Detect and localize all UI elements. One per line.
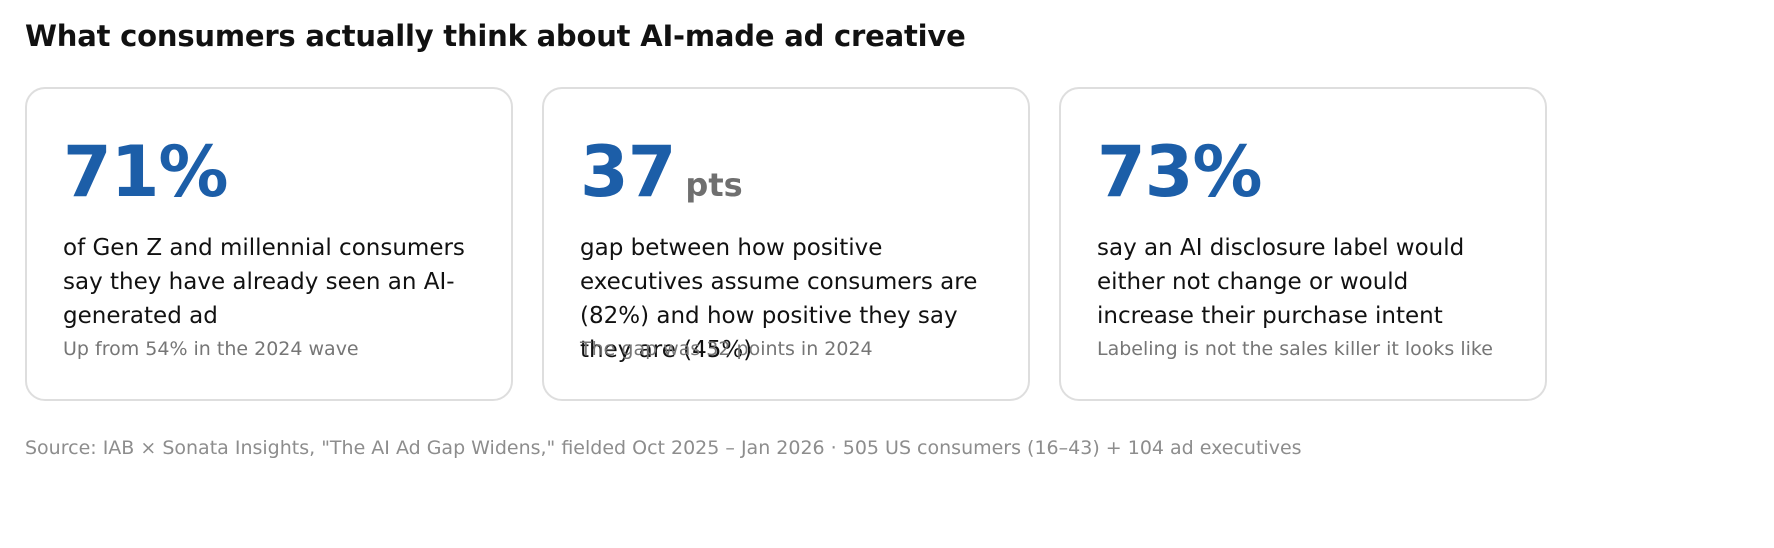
- stat-line: 73%: [1097, 135, 1515, 209]
- stat-note: Up from 54% in the 2024 wave: [63, 338, 359, 360]
- stat-line: 71%: [63, 135, 481, 209]
- stat-line: 37 pts: [580, 135, 998, 209]
- stat-card-list: 71% of Gen Z and millennial consumers sa…: [25, 87, 1547, 401]
- page-title: What consumers actually think about AI-m…: [25, 19, 966, 53]
- stat-note: The gap was 32 points in 2024: [580, 338, 873, 360]
- stat-description: of Gen Z and millennial consumers say th…: [63, 235, 465, 329]
- stat-description: say an AI disclosure label would either …: [1097, 235, 1465, 329]
- stat-card-gen-z-seen-ai-ad: 71% of Gen Z and millennial consumers sa…: [25, 87, 513, 401]
- source-note: Source: IAB × Sonata Insights, "The AI A…: [25, 437, 1302, 459]
- stat-value: 71%: [63, 131, 229, 213]
- stat-value: 37: [580, 131, 676, 213]
- stat-card-ai-disclosure-label: 73% say an AI disclosure label would eit…: [1059, 87, 1547, 401]
- stat-card-executive-consumer-gap: 37 pts gap between how positive executiv…: [542, 87, 1030, 401]
- stat-note: Labeling is not the sales killer it look…: [1097, 338, 1493, 360]
- stat-unit: pts: [685, 166, 743, 204]
- stat-description: gap between how positive executives assu…: [580, 235, 978, 363]
- stat-value: 73%: [1097, 131, 1263, 213]
